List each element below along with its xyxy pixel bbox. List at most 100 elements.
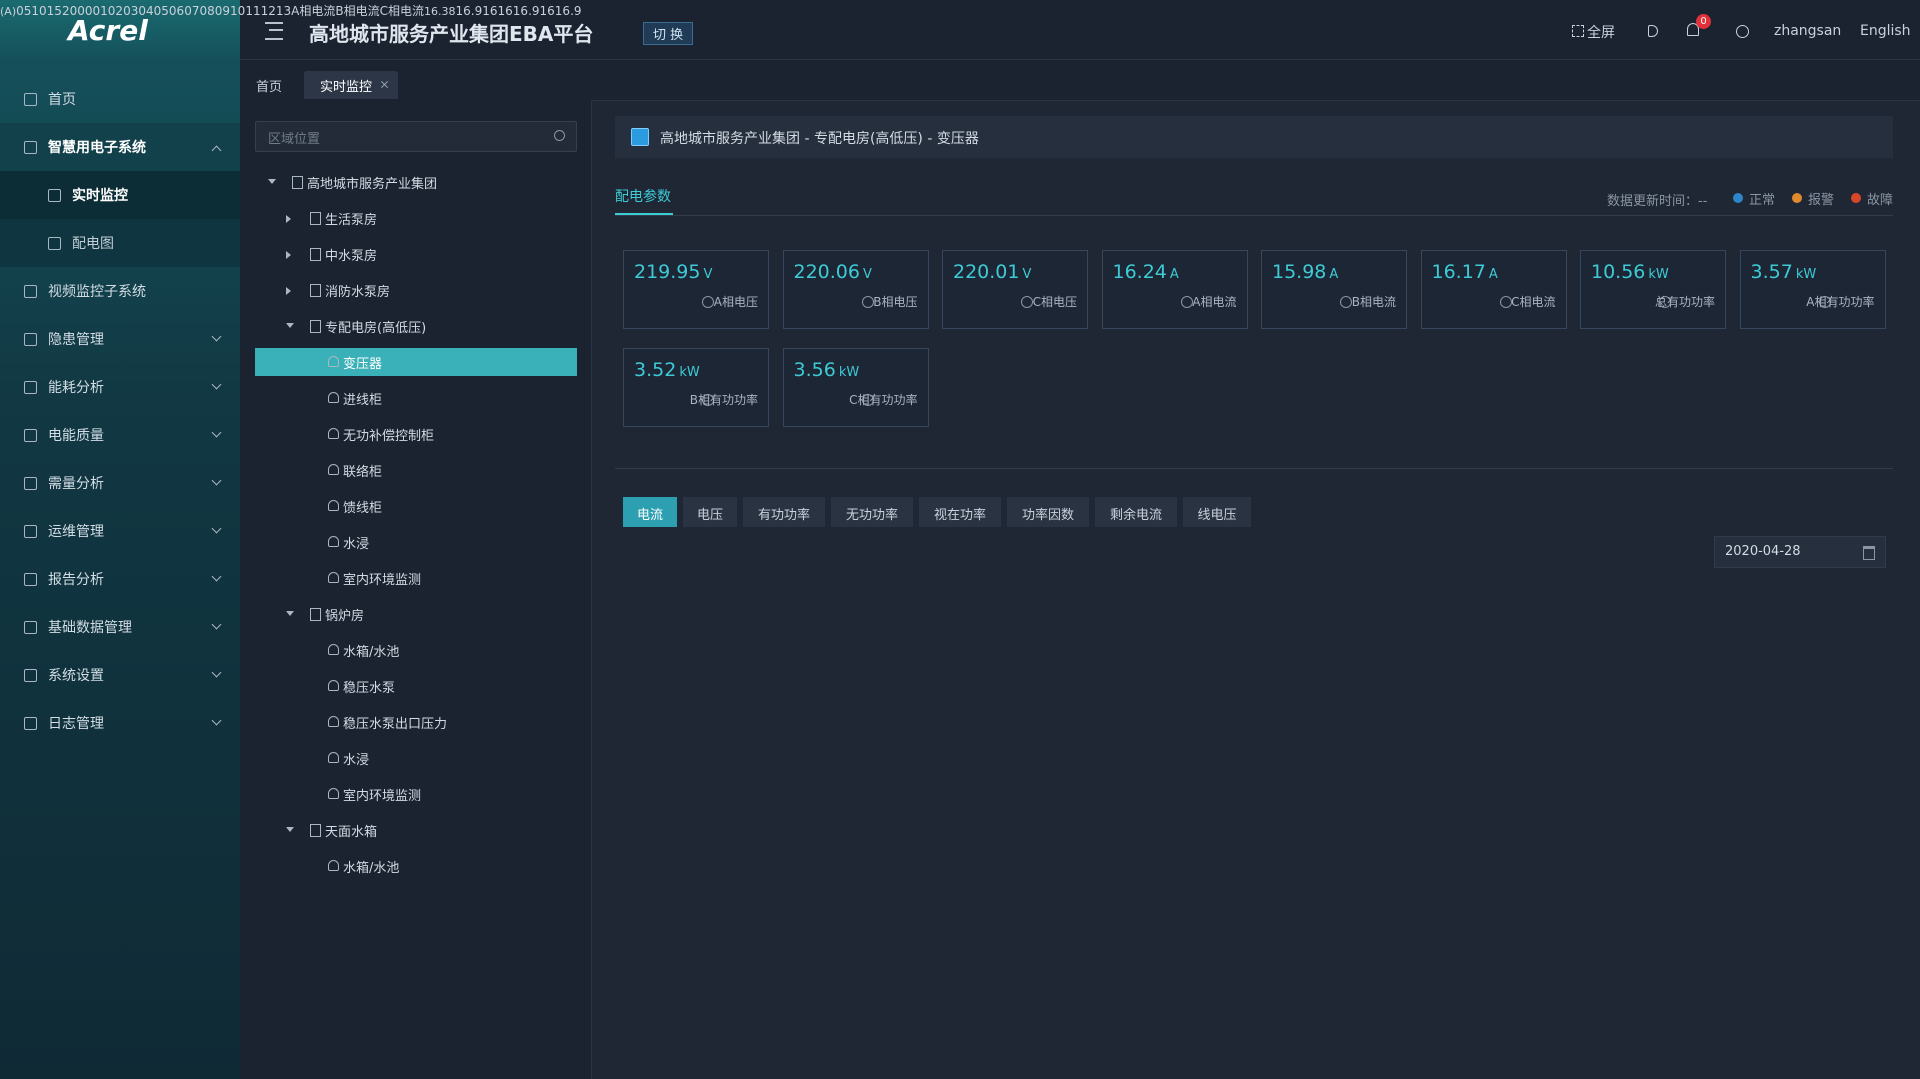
tree-expander[interactable] <box>268 179 276 184</box>
section-tab-underline <box>615 213 673 215</box>
tree-expander[interactable] <box>286 287 291 295</box>
fullscreen[interactable]: 全屏 <box>1587 25 1615 41</box>
chevron <box>211 571 222 582</box>
tree-icon <box>310 212 321 225</box>
metric-card: 15.98 A B相电流 <box>1261 250 1407 329</box>
menu-toggle[interactable] <box>265 22 283 40</box>
sound-icon[interactable] <box>1648 25 1658 37</box>
switch-button[interactable]: 切 换 <box>643 22 694 45</box>
x-tick-label: 06 <box>168 4 185 18</box>
menu-icon <box>24 333 37 346</box>
tree-label[interactable]: 锅炉房 <box>325 609 365 624</box>
metric-card: 3.56 kW C相有功功率 <box>782 348 929 427</box>
menu-item[interactable]: 首页 <box>0 75 240 123</box>
tree-label[interactable]: 进线柜 <box>343 393 383 408</box>
chart-tab[interactable]: 无功功率 <box>831 497 913 527</box>
chart-tab[interactable]: 功率因数 <box>1007 497 1089 527</box>
tree-label[interactable]: 室内环境监测 <box>343 573 422 588</box>
metric-value-row: 15.98 A <box>1272 261 1338 283</box>
section-tab[interactable]: 配电参数 <box>615 189 671 205</box>
breadcrumb-icon <box>631 128 649 146</box>
tree-icon <box>310 608 321 621</box>
metric-label: B相有功功率 <box>689 393 758 407</box>
menu-item[interactable]: 运维管理 <box>0 507 240 555</box>
metric-label: C相电流 <box>1511 295 1556 309</box>
x-tick-label: 11 <box>245 4 261 18</box>
username[interactable]: zhangsan <box>1774 23 1842 39</box>
menu-icon <box>24 525 37 538</box>
tree-label[interactable]: 水浸 <box>343 537 370 552</box>
chart-tab-label: 有功功率 <box>757 508 810 523</box>
tree-label[interactable]: 天面水箱 <box>325 825 378 840</box>
tree-label[interactable]: 生活泵房 <box>325 213 378 228</box>
menu-item[interactable]: 隐患管理 <box>0 315 240 363</box>
tree-icon <box>328 788 339 799</box>
tree-expander[interactable] <box>286 827 294 832</box>
tree-expander[interactable] <box>286 323 294 328</box>
tree-label[interactable]: 消防水泵房 <box>325 285 391 300</box>
menu-item[interactable]: 日志管理 <box>0 699 240 747</box>
menu-item[interactable]: 报告分析 <box>0 555 240 603</box>
tab[interactable]: 实时监控 <box>304 71 398 99</box>
menu-item[interactable]: 智慧用电子系统 <box>0 123 240 171</box>
chart-tab[interactable]: 视在功率 <box>919 497 1001 527</box>
submenu-item[interactable]: 配电图 <box>0 219 240 267</box>
menu-item[interactable]: 系统设置 <box>0 651 240 699</box>
tree-label[interactable]: 中水泵房 <box>325 249 378 264</box>
chart-tab[interactable]: 电流 <box>623 497 677 527</box>
metric-icon <box>861 394 874 406</box>
chart-tab[interactable]: 有功功率 <box>743 497 825 527</box>
menu-item[interactable]: 电能质量 <box>0 411 240 459</box>
tree-label[interactable]: 变压器 <box>343 357 383 372</box>
menu-label: 日志管理 <box>48 716 104 732</box>
end-label: 16.38 <box>424 5 456 18</box>
tree-label[interactable]: 专配电房(高低压) <box>325 321 427 336</box>
tree-label[interactable]: 联络柜 <box>343 465 383 480</box>
chevron <box>211 523 222 534</box>
tab-bar <box>240 60 1920 101</box>
y-tick-label: 20 <box>61 4 78 18</box>
tree-label[interactable]: 水箱/水池 <box>343 645 400 660</box>
menu-item[interactable]: 需量分析 <box>0 459 240 507</box>
marker-label: 16 <box>497 4 513 18</box>
tree-expander[interactable] <box>286 251 291 259</box>
tree-label[interactable]: 无功补偿控制柜 <box>343 429 435 444</box>
section-divider <box>615 215 1893 216</box>
tree-expander[interactable] <box>286 611 294 616</box>
chart-tab-label: 剩余电流 <box>1109 508 1162 523</box>
tree-label[interactable]: 稳压水泵 <box>343 681 396 696</box>
metric-value: 219.95 <box>634 261 701 283</box>
tree-expander[interactable] <box>286 215 291 223</box>
marker-label: 16 <box>482 4 498 18</box>
menu-icon <box>24 285 37 298</box>
status-dot <box>1792 193 1802 203</box>
metric-icon <box>1659 296 1671 308</box>
help-icon[interactable] <box>1736 25 1749 38</box>
menu-label: 报告分析 <box>48 572 104 588</box>
x-tick-label: 01 <box>92 4 108 18</box>
submenu-icon <box>48 237 61 250</box>
platform-title: 高地城市服务产业集团EBA平台 <box>309 22 594 46</box>
chart-tab[interactable]: 剩余电流 <box>1095 497 1177 527</box>
tab[interactable]: 首页 <box>252 71 288 99</box>
menu-item[interactable]: 能耗分析 <box>0 363 240 411</box>
x-tick-label: 13 <box>275 4 292 18</box>
menu-item[interactable]: 视频监控子系统 <box>0 267 240 315</box>
menu-item[interactable]: 基础数据管理 <box>0 603 240 651</box>
menu-label: 基础数据管理 <box>48 620 132 636</box>
date-picker[interactable]: 2020-04-28 <box>1714 536 1886 568</box>
bell-icon[interactable] <box>1687 23 1699 36</box>
tree-label[interactable]: 馈线柜 <box>343 501 383 516</box>
chevron <box>211 667 222 678</box>
tree-label[interactable]: 高地城市服务产业集团 <box>307 177 438 192</box>
tree-label[interactable]: 室内环境监测 <box>343 789 422 804</box>
tree-label[interactable]: 水箱/水池 <box>343 861 400 876</box>
chart-tab[interactable]: 线电压 <box>1183 497 1251 527</box>
chart-tab[interactable]: 电压 <box>683 497 737 527</box>
tree-label[interactable]: 水浸 <box>343 753 370 768</box>
language[interactable]: English <box>1860 23 1911 39</box>
search-box[interactable]: 区域位置 <box>255 121 577 152</box>
submenu-item[interactable]: 实时监控 <box>0 171 240 219</box>
chevron <box>211 427 222 438</box>
tree-label[interactable]: 稳压水泵出口压力 <box>343 717 448 732</box>
